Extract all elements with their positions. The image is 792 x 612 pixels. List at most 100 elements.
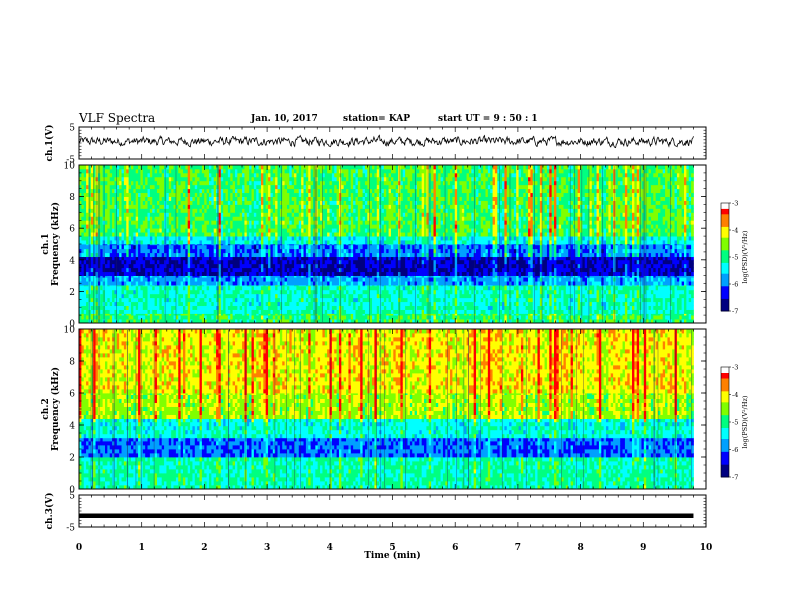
spectrogram-cell (263, 263, 267, 269)
spectrogram-cell (310, 172, 314, 178)
spectrogram-cell (130, 220, 134, 225)
spectrogram-cell (90, 196, 94, 201)
spectrogram-cell (324, 228, 328, 233)
spectrogram-cell (175, 208, 179, 213)
spectrogram-cell (327, 305, 330, 310)
spectrogram-cell (204, 172, 208, 178)
spectrogram-cell (116, 168, 120, 174)
spectrogram-cell (140, 228, 144, 233)
spectrogram-cell (298, 244, 302, 246)
spectrogram-cell (260, 165, 264, 170)
spectrogram-cell (86, 200, 89, 205)
spectrogram-cell (239, 244, 243, 250)
spectrogram-cell (232, 259, 236, 265)
spectrogram-cell (208, 289, 212, 295)
spectrogram-cell (322, 180, 326, 186)
spectrogram-cell (156, 277, 160, 282)
spectrogram-cell (149, 208, 153, 213)
spectrogram-cell (305, 220, 309, 225)
spectrogram-cell (263, 315, 267, 320)
spectrogram-cell (260, 232, 264, 237)
spectrogram-cell (256, 285, 260, 291)
spectrogram-cell (220, 315, 224, 320)
spectrogram-cell (168, 240, 172, 245)
spectrogram-cell (79, 204, 82, 209)
spectrogram-cell (298, 263, 302, 269)
spectrogram-cell (234, 212, 238, 217)
spectrogram-cell (317, 285, 321, 291)
spectrogram-cell (161, 220, 165, 225)
spectrogram-cell (213, 172, 217, 178)
spectrogram-cell (294, 313, 297, 316)
spectrogram-cell (310, 196, 314, 201)
spectrogram-cell (327, 188, 330, 194)
spectrogram-cell (105, 188, 108, 194)
spectrogram-cell (237, 180, 241, 186)
spectrogram-cell (79, 165, 82, 170)
spectrogram-cell (173, 267, 177, 273)
spectrogram-cell (201, 224, 205, 229)
spectrogram-cell (173, 252, 177, 258)
spectrogram-cell (239, 192, 243, 197)
spectrogram-cell (166, 285, 170, 287)
spectrogram-cell (154, 240, 158, 245)
spectrogram-cell (138, 240, 141, 245)
spectrogram-cell (336, 285, 340, 291)
spectrogram-cell (296, 319, 300, 324)
spectrogram-cell (208, 252, 212, 258)
spectrogram-cell (270, 309, 274, 314)
spectrogram-cell (86, 216, 89, 221)
spectrogram-cell (121, 293, 125, 299)
spectrogram-cell (182, 267, 186, 273)
spectrogram-cell (253, 196, 257, 201)
spectrogram-cell (284, 236, 288, 241)
spectrogram-cell (294, 188, 297, 194)
spectrogram-cell (154, 232, 158, 237)
spectrogram-cell (107, 168, 111, 174)
spectrogram-cell (289, 216, 293, 221)
spectrogram-cell (112, 293, 115, 299)
spectrogram-cell (93, 176, 96, 182)
spectrogram-cell (161, 236, 165, 241)
spectrogram-cell (211, 165, 215, 170)
spectrogram-cell (258, 216, 262, 221)
spectrogram-cell (83, 305, 87, 310)
spectrogram-cell (90, 315, 94, 320)
spectrogram-cell (83, 244, 87, 246)
spectrogram-cell (327, 313, 330, 316)
spectrogram-cell (206, 168, 210, 174)
spectrogram-cell (145, 289, 148, 295)
spectrogram-cell (296, 277, 300, 282)
spectrogram-cell (227, 252, 231, 258)
spectrogram-cell (242, 244, 245, 246)
spectrogram-cell (246, 232, 250, 237)
y-tick-label: 5 (69, 124, 75, 134)
spectrogram-cell (343, 277, 347, 282)
spectrogram-cell (284, 297, 288, 303)
spectrogram-cell (343, 188, 347, 194)
spectrogram-cell (152, 297, 156, 303)
spectrogram-cell (253, 271, 257, 276)
spectrogram-cell (135, 172, 139, 178)
spectrogram-cell (185, 184, 189, 190)
spectrogram-cell (128, 180, 132, 186)
spectrogram-cell (171, 313, 174, 316)
spectrogram-cell (265, 216, 269, 221)
spectrogram-cell (289, 204, 293, 209)
spectrogram-cell (258, 277, 262, 282)
spectrogram-cell (81, 301, 85, 307)
spectrogram-cell (308, 267, 311, 273)
spectrogram-cell (135, 277, 139, 282)
spectrogram-cell (166, 200, 170, 205)
spectrogram-cell (119, 305, 122, 310)
spectrogram-cell (301, 236, 304, 241)
spectrogram-cell (100, 293, 104, 299)
spectrogram-cell (185, 275, 189, 278)
spectrogram-cell (208, 285, 212, 287)
spectrogram-cell (329, 277, 333, 282)
spectrogram-cell (126, 188, 130, 194)
spectrogram-cell (227, 305, 231, 310)
spectrogram-cell (152, 244, 156, 246)
spectrogram-cell (100, 263, 104, 269)
spectrogram-cell (147, 281, 151, 286)
